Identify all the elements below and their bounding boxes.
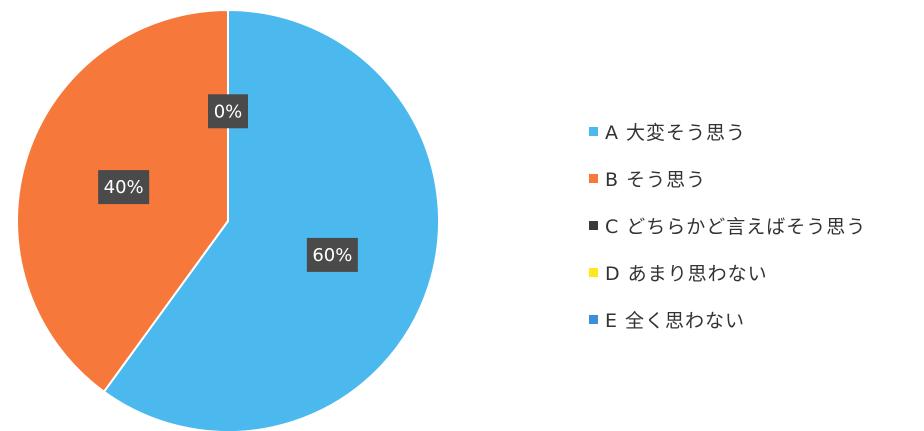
data-label-box (208, 94, 248, 129)
data-label-box (98, 170, 150, 205)
legend-swatch-e (589, 314, 598, 324)
data-label-b: 40% (98, 170, 150, 205)
legend-label-b: B そう思う (605, 168, 707, 191)
data-label-c: 0% (208, 94, 248, 129)
data-label-a: 60% (306, 237, 358, 272)
legend-item-e: E 全く思わない (589, 306, 866, 332)
data-label-text: 0% (214, 101, 243, 122)
data-label-text: 40% (104, 177, 144, 198)
legend-item-a: A 大変そう思う (589, 118, 866, 144)
legend-label-d: D あまり思わない (605, 262, 768, 285)
chart-legend: A 大変そう思う B そう思う C どちらかど言えばそう思う D あまり思わない… (589, 118, 866, 332)
legend-swatch-d (589, 267, 598, 277)
legend-label-c: C どちらかど言えばそう思う (605, 215, 867, 238)
data-label-box (306, 237, 358, 272)
legend-item-b: B そう思う (589, 165, 866, 191)
legend-item-c: C どちらかど言えばそう思う (589, 212, 866, 238)
legend-swatch-b (589, 173, 598, 183)
legend-label-a: A 大変そう思う (605, 121, 747, 144)
data-label-text: 60% (312, 245, 352, 266)
legend-item-d: D あまり思わない (589, 259, 866, 285)
pie-slice-a (102, 8, 440, 431)
legend-label-e: E 全く思わない (605, 309, 746, 332)
legend-swatch-a (589, 126, 598, 136)
legend-swatch-c (589, 220, 598, 230)
